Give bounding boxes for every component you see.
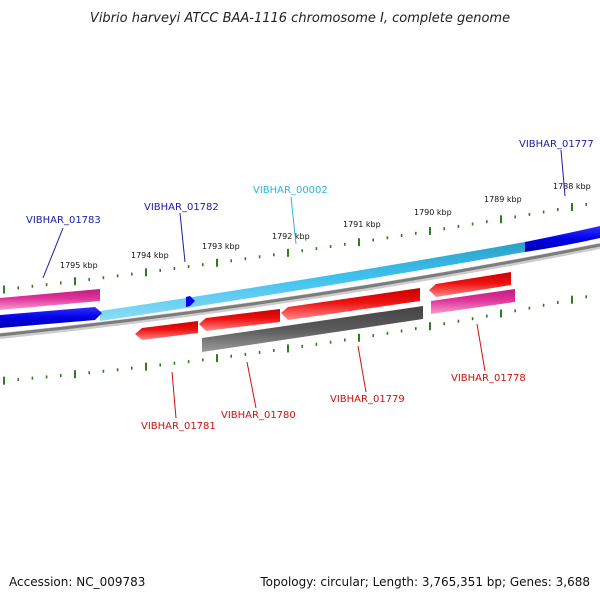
ruler-label-1795: 1795 kbp [60,261,98,270]
ruler-label-1791: 1791 kbp [343,220,381,229]
ruler-label-1794: 1794 kbp [131,251,169,260]
map-title: Vibrio harveyi ATCC BAA-1116 chromosome … [90,11,510,26]
label-VIBHAR_01780[interactable]: VIBHAR_01780 [221,410,296,421]
gene-VIBHAR_01778[interactable] [429,272,511,297]
leader-lines [42,149,566,419]
accession-text: Accession: NC_009783 [9,575,145,589]
gene-labels: VIBHAR_01783 VIBHAR_01782 VIBHAR_00002 V… [26,139,594,432]
ruler-label-1792: 1792 kbp [272,232,310,241]
gene-gray-band[interactable] [202,306,423,352]
gene-VIBHAR_01782[interactable] [0,307,102,328]
ruler-label-1790: 1790 kbp [414,208,452,217]
label-VIBHAR_01777[interactable]: VIBHAR_01777 [519,139,594,150]
label-VIBHAR_01781[interactable]: VIBHAR_01781 [141,421,216,432]
gene-VIBHAR_01782-arrow[interactable] [186,296,195,307]
gene-VIBHAR_01780[interactable] [199,309,280,331]
label-VIBHAR_01778[interactable]: VIBHAR_01778 [451,373,526,384]
backbone-line [0,243,600,337]
label-VIBHAR_01782[interactable]: VIBHAR_01782 [144,202,219,213]
gene-VIBHAR_01783[interactable] [0,289,100,310]
gene-VIBHAR_01781[interactable] [135,321,198,340]
summary-text: Topology: circular; Length: 3,765,351 bp… [259,575,590,589]
gene-VIBHAR_00002[interactable] [100,242,525,321]
ruler-labels: 1795 kbp 1794 kbp 1793 kbp 1792 kbp 1791… [60,182,591,270]
ruler-label-1789: 1789 kbp [484,195,522,204]
gene-VIBHAR_01778-pseudo[interactable] [431,289,515,314]
ruler-ticks [3,203,588,385]
label-VIBHAR_00002[interactable]: VIBHAR_00002 [253,185,328,196]
ruler-label-1788: 1788 kbp [553,182,591,191]
gene-VIBHAR_01777[interactable] [525,226,600,252]
gene-VIBHAR_01779[interactable] [281,288,420,320]
ruler-label-1793: 1793 kbp [202,242,240,251]
label-VIBHAR_01779[interactable]: VIBHAR_01779 [330,394,405,405]
label-VIBHAR_01783[interactable]: VIBHAR_01783 [26,215,101,226]
